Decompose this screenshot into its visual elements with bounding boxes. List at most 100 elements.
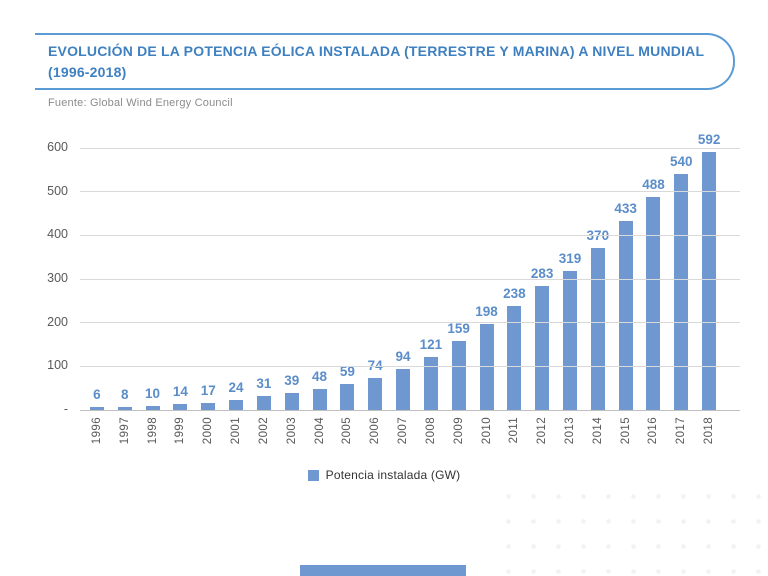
x-tick-label-2011: 2011 [508, 417, 521, 444]
title-line-2: (1996-2018) [48, 64, 127, 80]
gridline-200 [80, 322, 740, 324]
bar-group-2016: 488 2016 [640, 148, 668, 444]
chart-legend: Potencia instalada (GW) [0, 468, 768, 482]
gridline-300 [80, 278, 740, 280]
x-tick-label-1996: 1996 [90, 417, 103, 445]
bar-value-1999: 14 [172, 383, 188, 399]
gridline-400 [80, 234, 740, 236]
x-tick-label-1997: 1997 [118, 417, 131, 445]
x-tick-label-2017: 2017 [675, 417, 688, 445]
bar-value-2015: 433 [614, 200, 637, 216]
bars-container: 6 1996 8 1997 10 1998 14 1999 17 2000 24 2001 31 2002… [83, 132, 723, 445]
bar-group-2011: 238 2011 [500, 148, 528, 443]
bar-group-1999: 14 1999 [166, 148, 194, 444]
bar-2002 [256, 396, 271, 410]
bar-value-2005: 59 [339, 364, 355, 380]
bar-value-2001: 24 [228, 379, 244, 395]
bar-value-2013: 319 [558, 250, 582, 266]
bar-value-2012: 283 [530, 266, 554, 282]
bar-value-2007: 94 [395, 348, 411, 364]
bar-group-2007: 94 2007 [389, 148, 417, 444]
x-tick-label-2009: 2009 [452, 417, 465, 445]
x-tick-label-2010: 2010 [480, 417, 493, 445]
bar-value-1998: 10 [145, 385, 161, 401]
bar-2000 [201, 402, 216, 410]
bar-2006 [368, 377, 383, 410]
legend-label: Potencia instalada (GW) [325, 468, 461, 482]
bar-value-2011: 238 [503, 286, 526, 302]
bar-group-2013: 319 2013 [556, 148, 584, 444]
dot-pattern-decoration [496, 484, 768, 576]
legend-color-swatch [307, 469, 319, 481]
bar-value-2009: 159 [447, 320, 470, 336]
x-tick-label-2004: 2004 [313, 417, 326, 445]
bar-group-2008: 121 2008 [417, 148, 445, 444]
x-tick-label-2012: 2012 [536, 417, 549, 445]
y-tick-label-400: 400 [47, 227, 68, 242]
bar-group-2004: 48 2004 [306, 148, 334, 444]
bar-group-2009: 159 2009 [445, 148, 473, 445]
x-tick-label-2013: 2013 [563, 417, 576, 445]
bar-value-2003: 39 [284, 372, 300, 388]
bar-value-2000: 17 [200, 382, 216, 398]
bar-2018 [702, 151, 717, 410]
x-tick-label-2007: 2007 [397, 417, 410, 445]
bar-2012 [535, 286, 550, 410]
bar-group-2018: 592 2018 [695, 132, 723, 445]
x-tick-label-2003: 2003 [285, 417, 298, 445]
y-tick-label-500: 500 [47, 183, 68, 198]
x-tick-label-2016: 2016 [647, 417, 660, 445]
bar-2008 [423, 357, 438, 410]
bar-2003 [284, 392, 299, 410]
x-tick-label-2000: 2000 [202, 417, 215, 445]
bar-value-1996: 6 [93, 387, 101, 403]
x-tick-label-2015: 2015 [619, 417, 632, 445]
bar-group-2006: 74 2006 [361, 148, 389, 445]
bar-2016 [646, 196, 661, 410]
x-axis-line [80, 410, 740, 411]
x-tick-label-1999: 1999 [174, 417, 187, 445]
gridline-600 [80, 147, 740, 149]
y-tick-label-300: 300 [47, 271, 68, 285]
bar-2005 [340, 384, 355, 410]
bar-group-2000: 17 2000 [194, 148, 222, 445]
y-tick-label-100: 100 [47, 358, 68, 373]
bar-value-2017: 540 [670, 154, 693, 170]
bar-chart-plot-area: 6 1996 8 1997 10 1998 14 1999 17 2000 24 2001 31 2002… [47, 132, 740, 445]
bar-group-2001: 24 2001 [222, 148, 250, 445]
bar-group-1997: 8 1997 [111, 148, 139, 444]
x-tick-label-2006: 2006 [369, 417, 382, 445]
bar-1999 [173, 403, 188, 410]
bar-value-2006: 74 [367, 357, 383, 373]
gridline-100 [80, 365, 740, 367]
x-tick-label-2002: 2002 [257, 417, 270, 445]
title-line-1: EVOLUCIÓN DE LA POTENCIA EÓLICA INSTALAD… [48, 43, 705, 59]
x-tick-label-2005: 2005 [341, 417, 354, 445]
bar-value-2002: 31 [256, 376, 272, 392]
source-caption: Fuente: Global Wind Energy Council [48, 97, 233, 109]
bar-2014 [590, 248, 605, 410]
bar-group-2014: 370 2014 [584, 148, 612, 444]
bar-2015 [618, 220, 633, 410]
bar-group-2002: 31 2002 [250, 148, 278, 444]
bar-value-2008: 121 [419, 337, 443, 353]
bar-group-2003: 39 2003 [278, 148, 306, 444]
bar-2009 [451, 340, 466, 410]
bar-2011 [507, 306, 522, 410]
footer-accent-bar [300, 565, 466, 576]
x-tick-label-1998: 1998 [146, 417, 159, 445]
bar-value-2018: 592 [697, 131, 721, 147]
bar-group-2005: 59 2005 [333, 148, 361, 444]
bar-group-2015: 433 2015 [612, 148, 640, 444]
bar-value-2016: 488 [642, 176, 665, 192]
bar-2001 [229, 399, 244, 410]
x-tick-label-2001: 2001 [230, 417, 243, 445]
bar-value-1997: 8 [120, 386, 129, 402]
bar-2004 [312, 389, 327, 410]
y-tick-label-0: - [63, 402, 68, 416]
bar-1997 [117, 406, 132, 410]
bar-value-2010: 198 [475, 303, 498, 319]
bar-1998 [145, 405, 160, 410]
y-tick-label-200: 200 [47, 314, 68, 329]
